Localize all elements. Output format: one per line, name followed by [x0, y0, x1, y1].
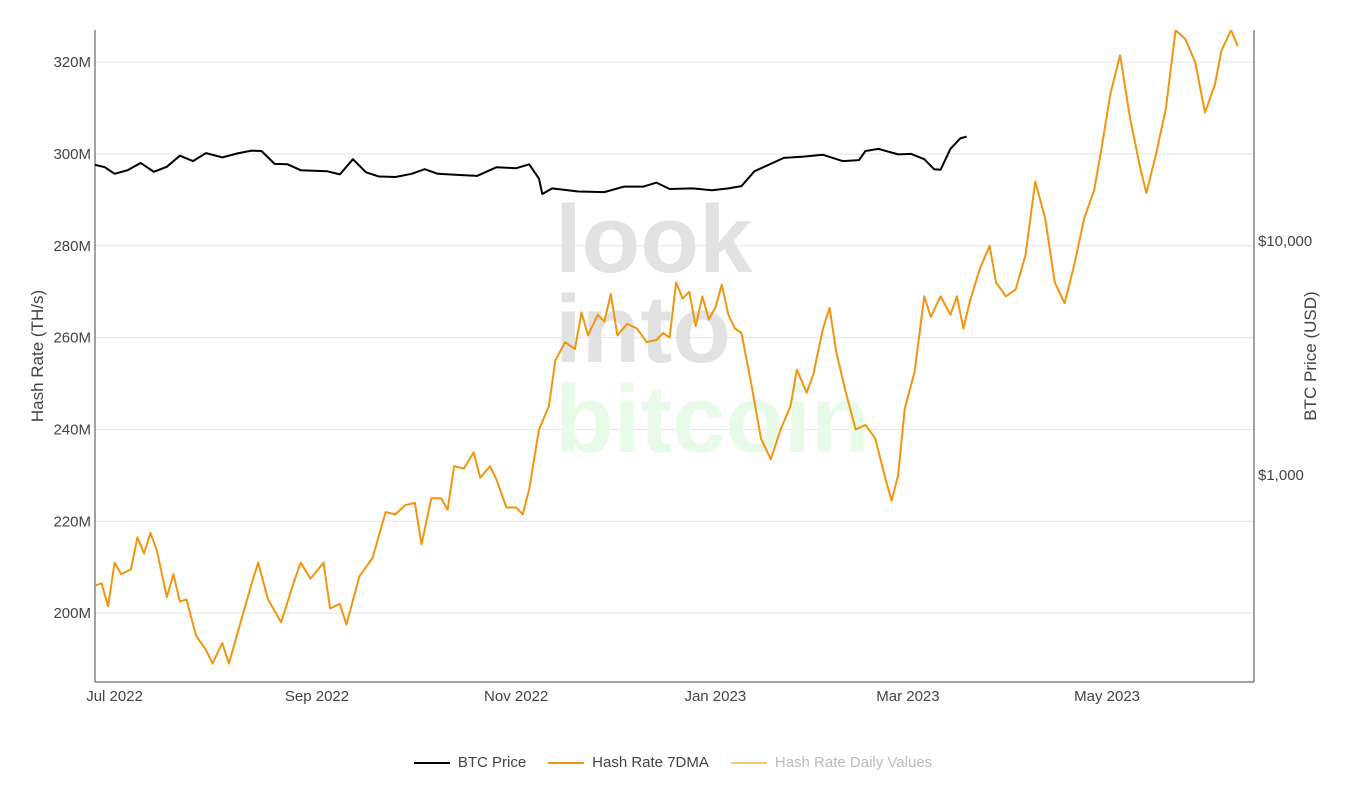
series-line-btc-price: [95, 135, 967, 195]
y-axis-title: Hash Rate (TH/s): [28, 290, 47, 422]
x-tick-label: Jan 2023: [684, 688, 746, 705]
y-tick-label: 200M: [53, 605, 91, 622]
gridlines: [95, 61, 1254, 614]
legend-label: Hash Rate 7DMA: [592, 754, 709, 771]
watermark: look into bitcoin: [555, 186, 870, 473]
legend-item-hash-rate-daily-values[interactable]: Hash Rate Daily Values: [730, 754, 933, 771]
y-tick-label: 300M: [53, 146, 91, 163]
x-tick-label: Mar 2023: [876, 688, 939, 705]
watermark-line-2: into: [555, 276, 731, 383]
y2-axis-title: BTC Price (USD): [1301, 291, 1320, 420]
y-tick-label: 320M: [53, 54, 91, 71]
legend-swatch: [548, 761, 585, 764]
series-line-hash-rate-7dma: [95, 30, 1239, 665]
watermark-line-3: bitcoin: [555, 366, 870, 473]
y2-tick-label: $10,000: [1258, 233, 1312, 250]
y-tick-label: 280M: [53, 238, 91, 255]
axes: [94, 30, 1255, 683]
legend-swatch: [413, 761, 450, 764]
legend-label: BTC Price: [457, 754, 527, 771]
legend: BTC Price Hash Rate 7DMA Hash Rate Daily V…: [0, 754, 1346, 771]
y-tick-label: 240M: [53, 421, 91, 438]
legend-swatch: [730, 761, 767, 764]
x-tick-label: May 2023: [1074, 688, 1140, 705]
x-tick-label: Nov 2022: [484, 688, 548, 705]
legend-label: Hash Rate Daily Values: [774, 754, 933, 771]
x-tick-label: Sep 2022: [285, 688, 349, 705]
y-tick-label: 220M: [53, 513, 91, 530]
y-tick-label: 260M: [53, 330, 91, 347]
series-layer: [95, 30, 1239, 665]
y2-tick-label: $1,000: [1258, 467, 1304, 484]
watermark-line-1: look: [555, 186, 753, 293]
legend-item-hash-rate-7dma[interactable]: Hash Rate 7DMA: [548, 754, 709, 771]
legend-item-btc-price[interactable]: BTC Price: [413, 754, 527, 771]
x-tick-label: Jul 2022: [86, 688, 143, 705]
tick-labels: 200M 220M 240M 260M 280M 300M 320M $1,000 $10,00…: [53, 54, 1312, 705]
